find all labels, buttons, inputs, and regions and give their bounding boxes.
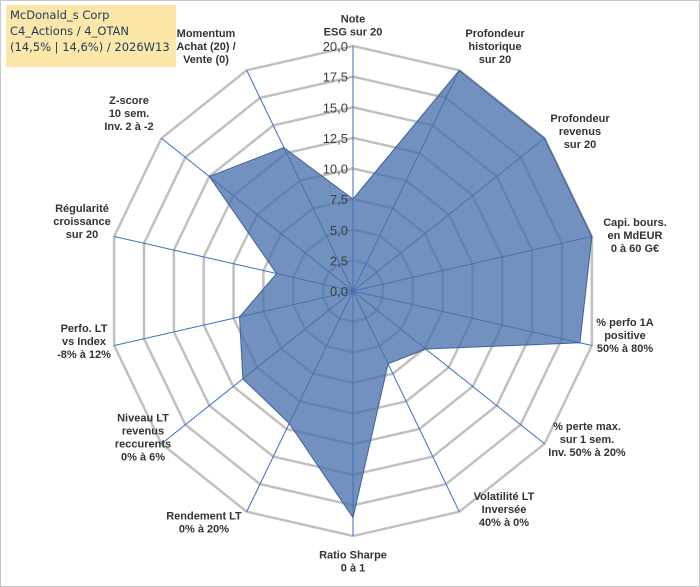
tick-label: 2,5 — [330, 253, 348, 268]
radar-series — [208, 46, 593, 519]
radar-tick-labels: 0,0 2,5 5,0 7,5 10,0 12,5 15,0 17,5 20,0 — [323, 39, 348, 299]
score-period-line: (14,5% | 14,6%) / 2026W13 — [10, 40, 170, 54]
tick-label: 20,0 — [323, 39, 348, 54]
tick-label: 17,5 — [323, 70, 348, 85]
radar-axis-labels: Note ESG sur 20 Profondeur historique sur 20… — [53, 14, 667, 575]
axis-label: Niveau LT revenus reccurents 0% à 6% — [115, 413, 171, 464]
tick-label: 10,0 — [323, 162, 348, 177]
axis-label: % perte max. sur 1 sem. Inv. 50% à 20% — [548, 421, 626, 459]
axis-label: Volatilité LT Inversée 40% à 0% — [474, 491, 535, 529]
axis-label: Profondeur historique sur 20 — [465, 28, 525, 66]
tick-label: 7,5 — [330, 192, 348, 207]
tick-label: 12,5 — [323, 131, 348, 146]
axis-label: Capi. bours. en MdEUR 0 à 60 G€ — [603, 217, 667, 255]
company-name: McDonald_s Corp — [10, 8, 110, 22]
axis-label: Note ESG sur 20 — [324, 14, 383, 39]
axis-label: Momentum Achat (20) / Vente (0) — [176, 28, 235, 66]
axis-label: % perfo 1A positive 50% à 80% — [596, 317, 654, 355]
tick-label: 15,0 — [323, 100, 348, 115]
axis-label: Perfo. LT vs Index -8% à 12% — [57, 323, 111, 361]
axis-label: Régularité croissance sur 20 — [53, 203, 110, 241]
axis-label: Z-score 10 sem. Inv. 2 à -2 — [104, 95, 153, 133]
category-line: C4_Actions / 4_OTAN — [10, 24, 130, 38]
axis-label: Ratio Sharpe 0 à 1 — [319, 550, 387, 575]
axis-label: Profondeur revenus sur 20 — [550, 113, 610, 151]
series-area — [208, 69, 593, 519]
tick-label: 5,0 — [330, 223, 348, 238]
chart-title-box: McDonald_s Corp C4_Actions / 4_OTAN (14,… — [6, 5, 176, 67]
tick-label: 0,0 — [330, 284, 348, 299]
axis-label: Rendement LT 0% à 20% — [166, 511, 242, 536]
